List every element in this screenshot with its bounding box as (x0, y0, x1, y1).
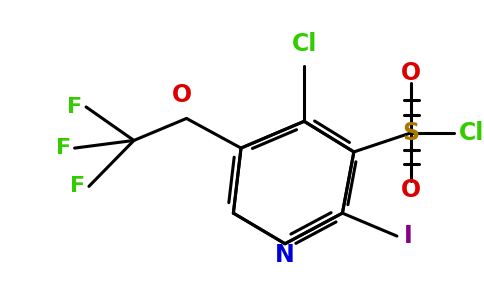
Text: N: N (275, 243, 295, 267)
Text: F: F (67, 97, 82, 117)
Text: F: F (56, 138, 71, 158)
Text: I: I (404, 224, 413, 248)
Text: O: O (172, 83, 192, 107)
Text: O: O (401, 61, 422, 85)
Text: O: O (401, 178, 422, 202)
Text: S: S (403, 121, 420, 145)
Text: Cl: Cl (459, 121, 484, 145)
Text: F: F (70, 176, 85, 196)
Text: Cl: Cl (291, 32, 317, 56)
